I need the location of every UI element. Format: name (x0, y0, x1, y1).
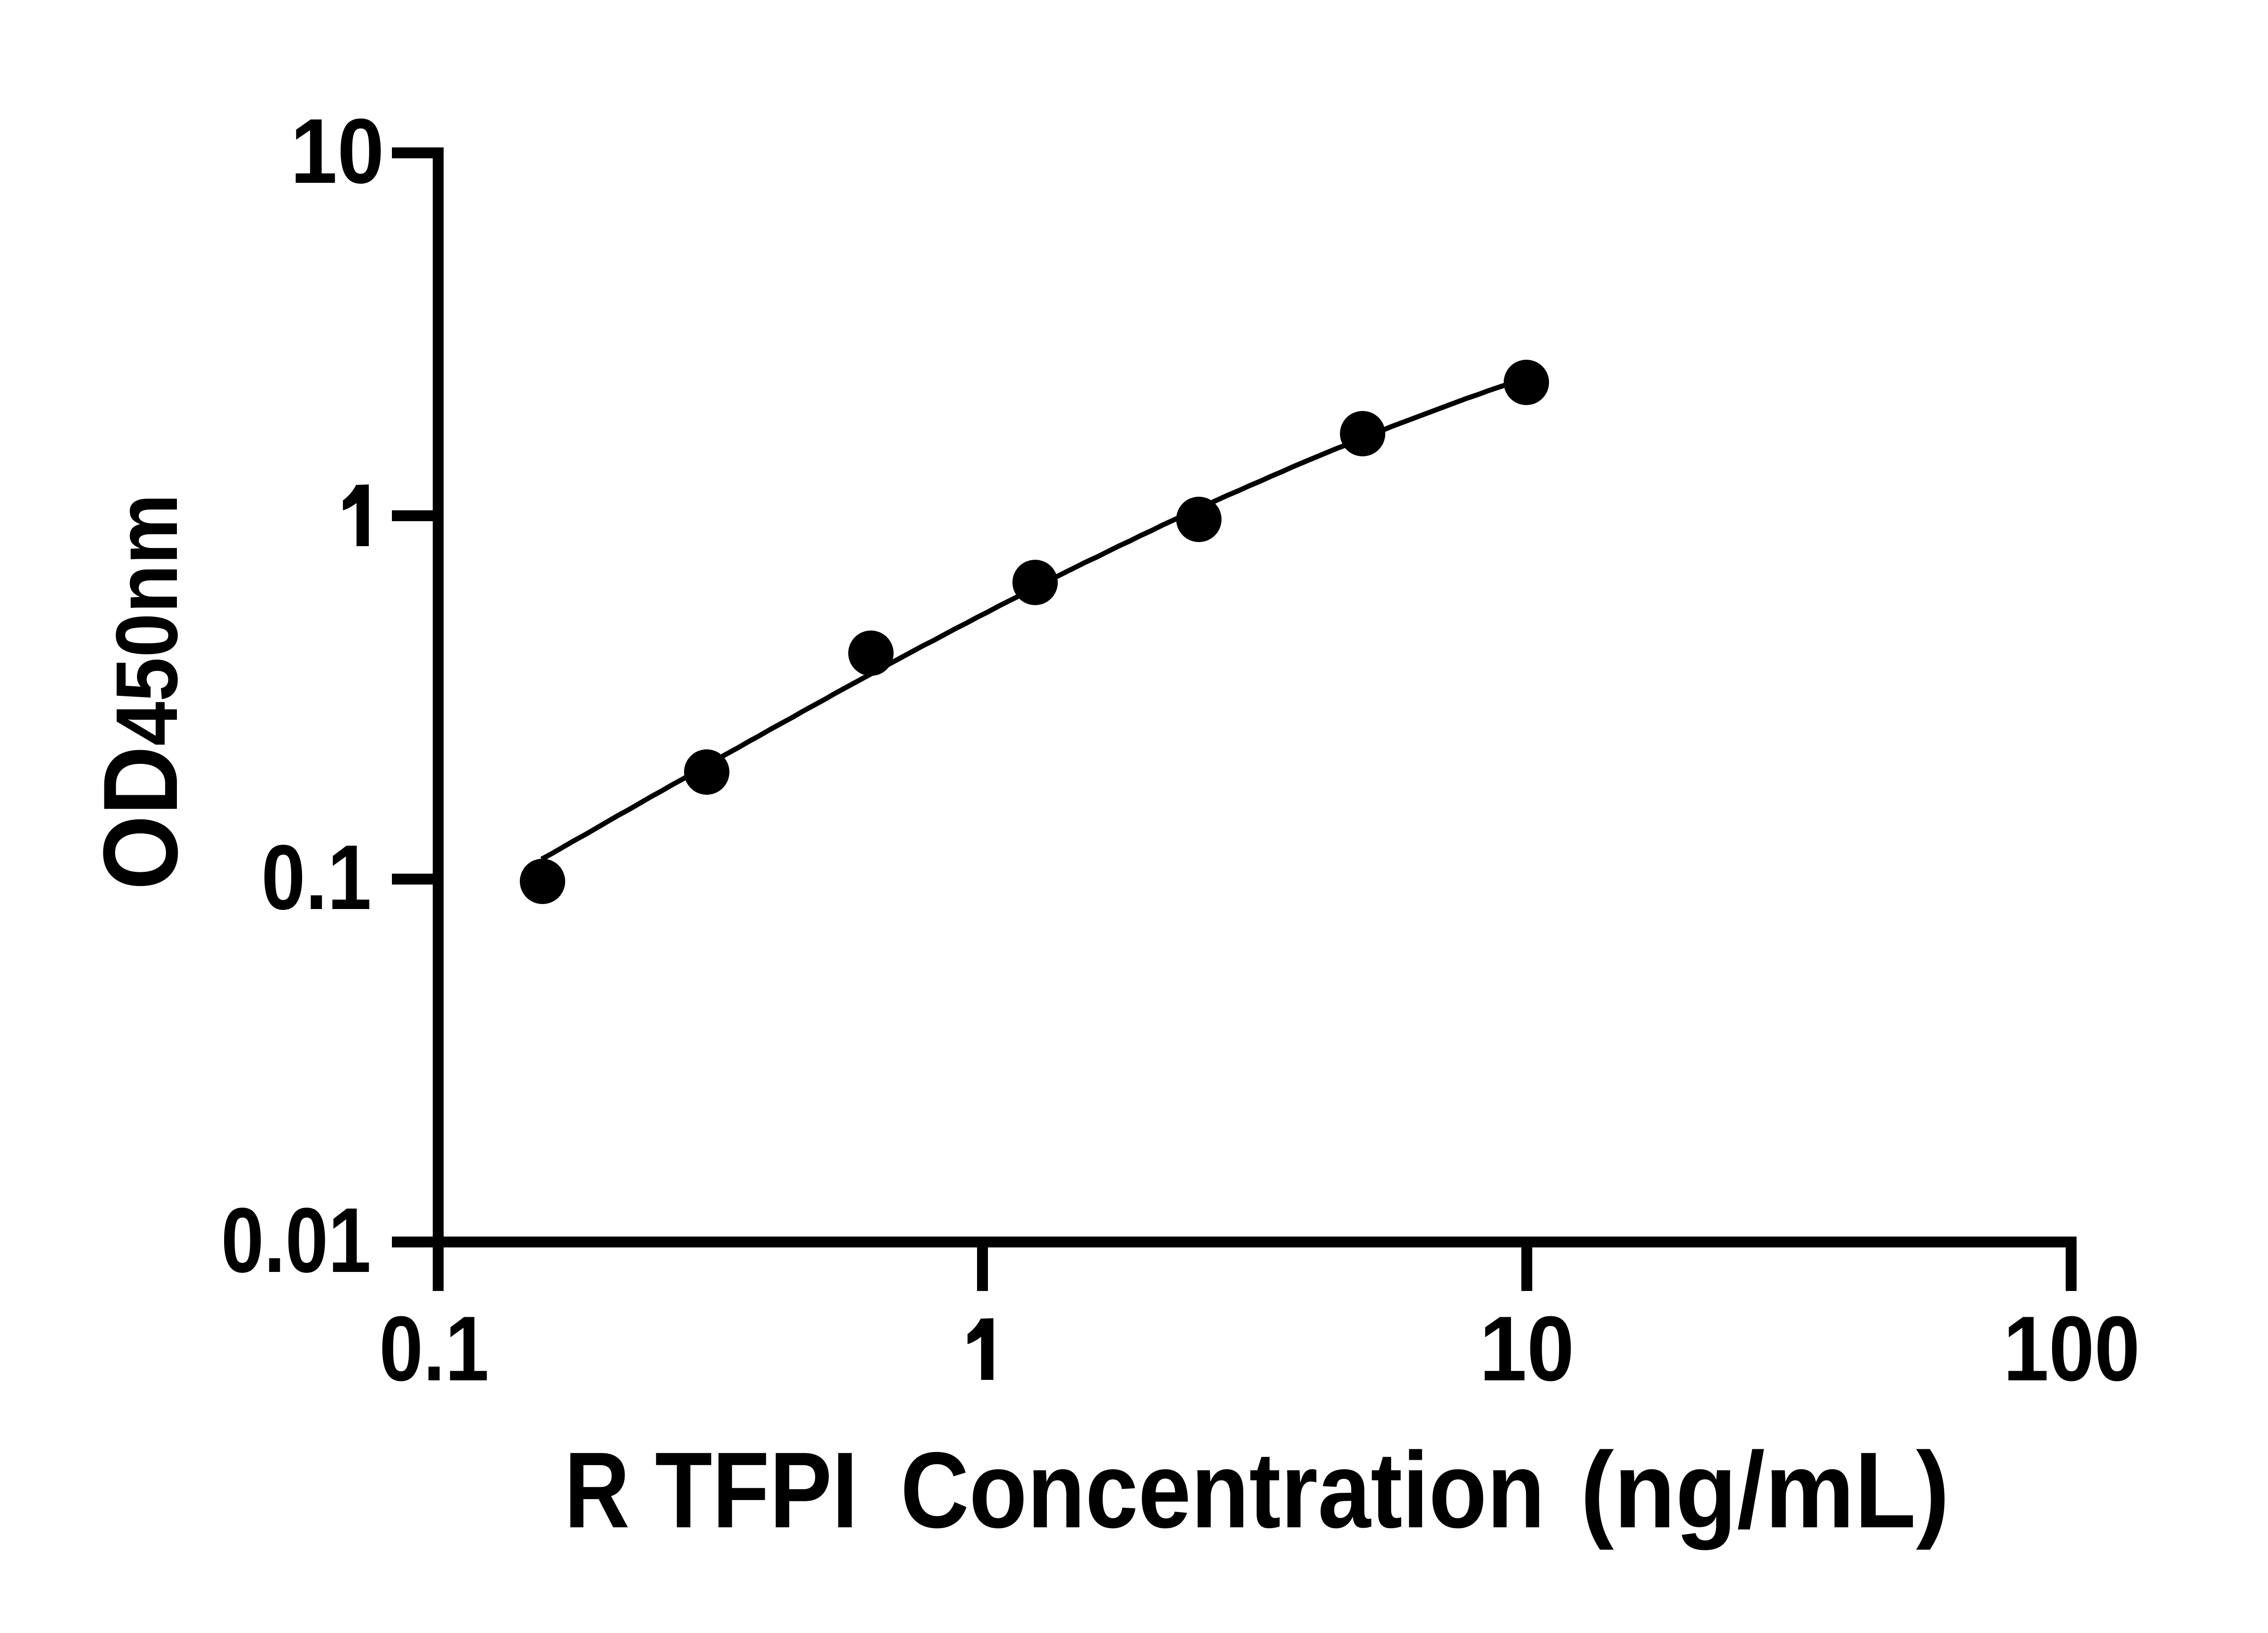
svg-text:100: 100 (2003, 1297, 2140, 1400)
svg-text:Concentration: Concentration (900, 1430, 1545, 1550)
svg-text:(ng/mL): (ng/mL) (1580, 1430, 1950, 1550)
svg-text:R: R (564, 1430, 630, 1550)
svg-text:10: 10 (1479, 1297, 1574, 1400)
svg-text:0.1: 0.1 (379, 1298, 489, 1400)
svg-text:10: 10 (290, 100, 384, 203)
svg-text:0.01: 0.01 (221, 1189, 371, 1292)
svg-text:0.1: 0.1 (261, 826, 371, 929)
svg-text:TFPI: TFPI (655, 1430, 858, 1550)
svg-text:OD450nm: OD450nm (82, 494, 200, 890)
